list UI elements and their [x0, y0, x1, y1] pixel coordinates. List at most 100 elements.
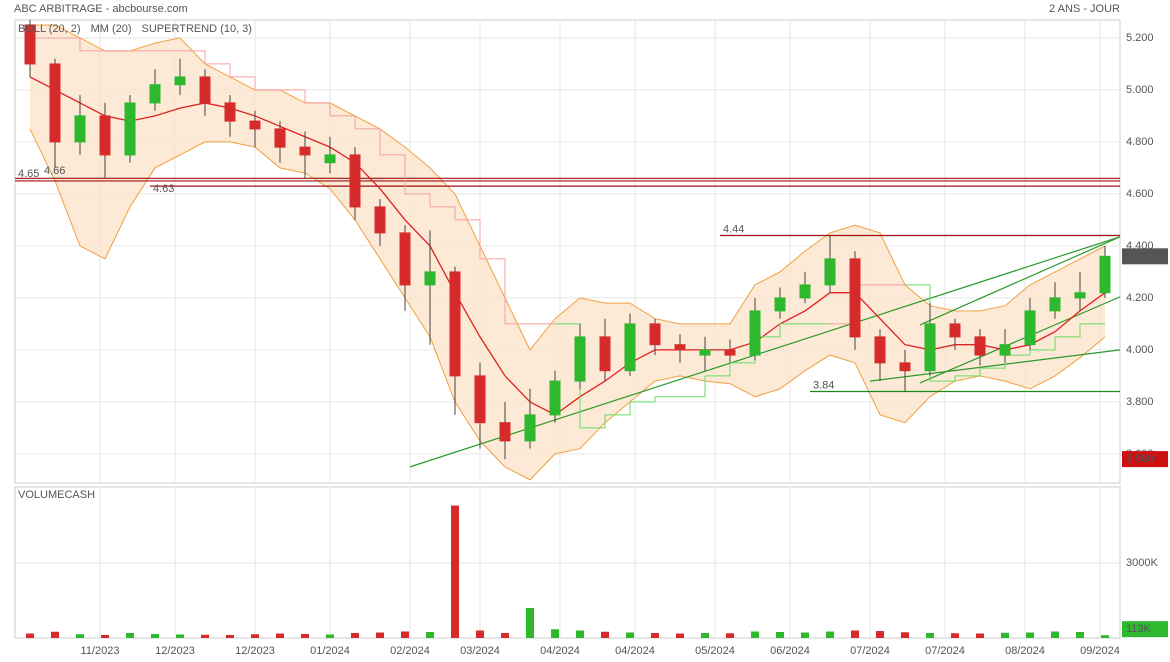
candle-body	[149, 84, 161, 104]
x-tick-label: 09/2024	[1080, 645, 1120, 657]
candle-body	[524, 414, 536, 442]
x-tick-label: 12/2023	[235, 645, 275, 657]
y-tick-label: 4.600	[1126, 188, 1154, 200]
volume-bar	[676, 633, 684, 638]
legend-entry: BOLL (20, 2)	[18, 23, 81, 35]
volume-bar	[576, 630, 584, 638]
volume-bar	[1001, 632, 1009, 638]
price-panel	[14, 19, 1121, 484]
candle-body	[99, 115, 111, 156]
chart-subtitle: 2 ANS - JOUR	[1049, 3, 1120, 15]
bollinger-upper	[30, 24, 1106, 351]
y-tick-label: 3000K	[1126, 557, 1158, 569]
x-tick-label: 04/2024	[540, 645, 580, 657]
candle-body	[49, 63, 61, 143]
volume-bar	[1051, 631, 1059, 638]
volume-bar	[651, 633, 659, 638]
y-tick-label: 4.800	[1126, 136, 1154, 148]
candle-body	[349, 154, 361, 208]
volume-bar	[176, 634, 184, 638]
candle-body	[399, 232, 411, 286]
candle-body	[1074, 292, 1086, 299]
candle-body	[899, 362, 911, 372]
supertrend-segment	[955, 368, 981, 377]
candle-body	[624, 323, 636, 372]
volume-bar	[901, 632, 909, 638]
supertrend-segment	[755, 323, 781, 338]
y-tick-label: 5.200	[1126, 32, 1154, 44]
legend-entry: MM (20)	[91, 23, 132, 35]
supertrend-segment	[1030, 336, 1056, 351]
candle-body	[249, 120, 261, 130]
candle-body	[749, 310, 761, 356]
volume-bar	[751, 631, 759, 638]
price-tag	[1122, 451, 1168, 468]
volume-title: VOLUMECASH	[18, 489, 95, 501]
volume-bar	[301, 634, 309, 638]
volume-bar	[501, 633, 509, 638]
volume-bar	[926, 633, 934, 638]
candle-body	[449, 271, 461, 377]
candle-body	[299, 146, 311, 156]
candle-body	[424, 271, 436, 286]
supertrend-segment	[580, 414, 606, 429]
volume-bar	[126, 633, 134, 638]
volume-bar	[101, 635, 109, 638]
volume-bar	[76, 634, 84, 638]
candle-body	[1049, 297, 1061, 312]
supertrend-segment	[380, 154, 406, 194]
supertrend-segment	[1055, 323, 1081, 338]
supertrend-segment	[1005, 349, 1031, 356]
candle-body	[724, 349, 736, 356]
candle-body	[599, 336, 611, 372]
volume-bar	[251, 634, 259, 638]
supertrend-segment	[605, 401, 631, 416]
x-tick-label: 03/2024	[460, 645, 500, 657]
supertrend-segment	[280, 89, 306, 103]
volume-bar	[851, 630, 859, 638]
candle-body	[199, 76, 211, 104]
volume-bar	[426, 632, 434, 638]
volume-bar	[1076, 632, 1084, 638]
supertrend-segment	[180, 50, 206, 64]
volume-bar	[726, 633, 734, 638]
candle-body	[549, 380, 561, 416]
volume-bar	[776, 632, 784, 638]
volume-bar	[451, 505, 459, 638]
level-label: 4.63	[153, 183, 174, 195]
supertrend-segment	[355, 128, 381, 155]
trendline	[919, 296, 1121, 384]
volume-bar	[476, 630, 484, 638]
price-tag-label: 113K	[1126, 623, 1152, 635]
candle-body	[274, 128, 286, 148]
candle-body	[374, 206, 386, 234]
chart-title: ABC ARBITRAGE - abcbourse.com	[14, 3, 188, 15]
x-tick-label: 12/2023	[155, 645, 195, 657]
price-tag-label: 3.580	[1126, 453, 1154, 465]
trendline	[919, 236, 1121, 326]
volume-bar	[26, 633, 34, 638]
volume-bar	[201, 634, 209, 638]
supertrend-segment	[455, 219, 481, 259]
level-label: 4.44	[723, 223, 744, 235]
price-tag-label: 4.360	[1126, 250, 1154, 262]
volume-bar	[1101, 635, 1109, 638]
candle-body	[324, 154, 336, 164]
volume-bar	[601, 631, 609, 638]
volume-bar	[226, 635, 234, 638]
volume-bar	[626, 632, 634, 638]
candle-body	[224, 102, 236, 122]
supertrend-segment	[680, 375, 706, 398]
trendline	[869, 349, 1121, 382]
candle-body	[799, 284, 811, 299]
x-tick-label: 07/2024	[850, 645, 890, 657]
supertrend-segment	[430, 206, 456, 220]
volume-bar	[401, 631, 409, 638]
candle-body	[774, 297, 786, 312]
bollinger-lower	[29, 128, 1106, 481]
candle-body	[874, 336, 886, 364]
x-tick-label: 04/2024	[615, 645, 655, 657]
volume-bar	[551, 629, 559, 638]
candle-body	[674, 344, 686, 351]
volume-bar	[826, 631, 834, 638]
